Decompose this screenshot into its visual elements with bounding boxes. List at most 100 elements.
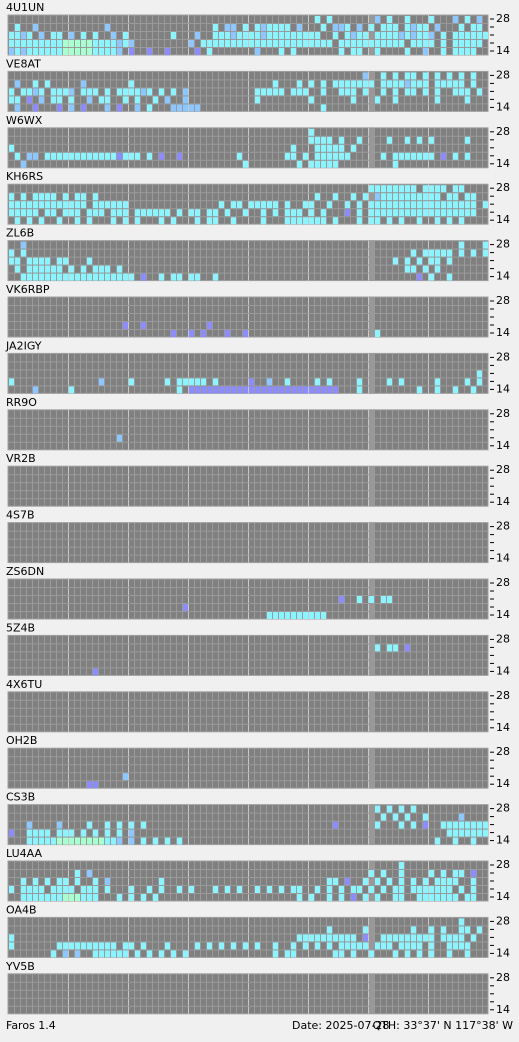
cell [165,942,170,950]
cell [477,88,482,96]
cell [9,201,14,209]
cell [69,32,74,39]
cell [141,821,146,829]
cell [93,40,98,47]
cell [405,136,410,144]
cell [381,32,386,39]
cell [297,40,302,47]
cell [387,40,392,47]
cell [75,152,80,160]
cell [93,950,98,958]
cell [375,821,380,829]
cell [423,878,428,885]
now-column [368,127,374,168]
cell [339,48,344,55]
cell [429,942,434,950]
cell [75,201,80,209]
cell [327,878,332,885]
cell [357,48,362,55]
cell [105,40,110,47]
cell [51,88,56,96]
cell [381,88,386,96]
cell [279,612,284,619]
cell [351,193,356,201]
band-label: 14 [496,1003,510,1016]
cell [279,32,284,39]
cell [411,185,416,193]
cell [435,878,440,885]
cell [303,934,308,942]
cell [189,209,194,217]
cell [165,837,170,845]
cell [93,942,98,950]
cell [423,886,428,893]
cell [231,24,236,31]
cell [39,48,44,55]
cell [447,217,452,225]
cell [429,16,434,23]
cell [9,942,14,950]
cell [21,209,26,217]
cell [399,209,404,217]
cell [243,32,248,39]
cell [33,265,38,273]
cell [453,870,458,877]
cell [357,378,362,386]
cell [441,894,446,901]
cell [369,185,374,193]
cell [429,894,434,901]
cell [465,96,470,104]
cell [381,596,386,603]
cell [81,894,86,901]
band-label: 28 [496,858,510,871]
cell [429,886,434,893]
cell [105,878,110,885]
cell [327,152,332,160]
cell [315,144,320,152]
cell [315,160,320,168]
cell [237,201,242,209]
cell [9,88,14,96]
cell [315,16,320,23]
cell [375,48,380,55]
cell [411,72,416,80]
cell [393,88,398,96]
cell [51,96,56,104]
cell [39,837,44,845]
cell [159,209,164,217]
cell [135,88,140,96]
cell [243,160,248,168]
cell [171,217,176,225]
cell [297,24,302,31]
cell [285,612,290,619]
cell [465,201,470,209]
cell [33,193,38,201]
cell [393,644,398,652]
cell [339,80,344,88]
cell [411,88,416,96]
cell [321,136,326,144]
cell [297,612,302,619]
cell [453,16,458,23]
cell [411,926,416,934]
cell [39,32,44,39]
cell [57,273,62,281]
cell [189,886,194,893]
cell [459,249,464,257]
cell [123,209,128,217]
cell [477,24,482,31]
cell [27,837,32,845]
cell [387,878,392,885]
cell [357,24,362,31]
cell [129,829,134,837]
cell [405,942,410,950]
cell [447,273,452,281]
beacon-call: LU4AA [6,847,42,860]
cell [255,201,260,209]
band-label: 14 [496,270,510,283]
cell [345,209,350,217]
beacon-call: VK6RBP [6,283,50,296]
cell [387,16,392,23]
cell [327,934,332,942]
cell [381,201,386,209]
